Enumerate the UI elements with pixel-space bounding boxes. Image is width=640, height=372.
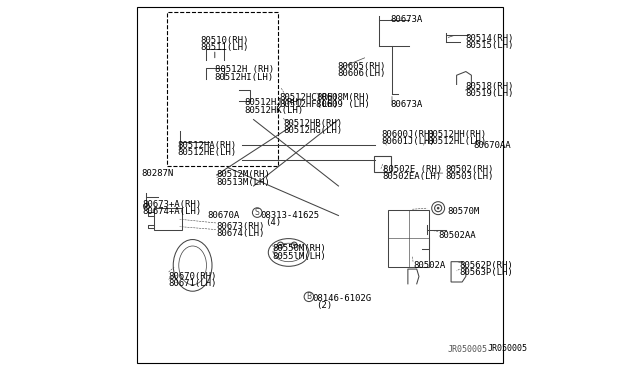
Text: 80674+A(LH): 80674+A(LH) [143, 207, 202, 217]
Text: 80600J(RH): 80600J(RH) [381, 130, 435, 139]
Text: JR050005: JR050005 [448, 345, 488, 354]
Text: 80502E (RH): 80502E (RH) [383, 165, 442, 174]
Text: 80502AA: 80502AA [438, 231, 476, 240]
Circle shape [280, 244, 282, 246]
Text: 80502EA(LH): 80502EA(LH) [383, 172, 442, 181]
Text: 80512HL(LH): 80512HL(LH) [427, 137, 486, 146]
Text: 80673A: 80673A [390, 15, 422, 24]
Text: 80673+A(RH): 80673+A(RH) [143, 200, 202, 209]
Text: 80519(LH): 80519(LH) [466, 89, 514, 98]
Text: 08313-41625: 08313-41625 [260, 211, 319, 220]
Text: 80515(LH): 80515(LH) [466, 41, 514, 50]
Text: 80609 (LH): 80609 (LH) [316, 100, 370, 109]
Text: 80673A: 80673A [390, 100, 422, 109]
Text: 80512HJ(RH): 80512HJ(RH) [244, 99, 303, 108]
Text: 80562P(RH): 80562P(RH) [460, 261, 513, 270]
Text: 80673(RH): 80673(RH) [216, 222, 264, 231]
Circle shape [145, 205, 148, 208]
Text: 80671(LH): 80671(LH) [168, 279, 217, 288]
Bar [154, 208, 182, 230]
Text: 80670AA: 80670AA [473, 141, 511, 150]
Text: 80287N: 80287N [141, 169, 173, 177]
Text: 80512HI(LH): 80512HI(LH) [215, 73, 274, 81]
Text: 80674(LH): 80674(LH) [216, 230, 264, 238]
Text: 80608M(RH): 80608M(RH) [316, 93, 370, 102]
Text: 80512H (RH): 80512H (RH) [215, 65, 274, 74]
Text: 80512HG(LH): 80512HG(LH) [283, 126, 342, 135]
Bar [167, 13, 278, 166]
Text: (2): (2) [316, 301, 332, 311]
Circle shape [437, 207, 440, 209]
Text: 80512HB(RH): 80512HB(RH) [283, 119, 342, 128]
Circle shape [293, 244, 295, 246]
Text: 80513M(LH): 80513M(LH) [216, 178, 270, 187]
Text: 80605(RH): 80605(RH) [338, 61, 386, 71]
Text: 80550M(RH): 80550M(RH) [272, 244, 326, 253]
Text: (4): (4) [266, 218, 282, 227]
Text: 80670(RH): 80670(RH) [168, 272, 217, 281]
Text: 80518(RH): 80518(RH) [466, 82, 514, 91]
Text: 80512HA(RH): 80512HA(RH) [178, 141, 237, 150]
Text: 80502A: 80502A [413, 261, 445, 270]
Text: 80512M(RH): 80512M(RH) [216, 170, 270, 179]
Text: 80502(RH): 80502(RH) [445, 165, 494, 174]
Text: 80503(LH): 80503(LH) [445, 172, 494, 181]
Bar [374, 155, 391, 172]
Text: 80512HC(RH): 80512HC(RH) [280, 93, 339, 102]
Text: 80512HE(LH): 80512HE(LH) [178, 148, 237, 157]
Text: 80601J(LH): 80601J(LH) [381, 137, 435, 146]
Text: 80563P(LH): 80563P(LH) [460, 268, 513, 277]
Text: 80511(LH): 80511(LH) [200, 43, 248, 52]
Text: 8055lM(LH): 8055lM(LH) [272, 251, 326, 261]
Bar [388, 210, 429, 267]
Text: 80512HF(LH): 80512HF(LH) [280, 100, 339, 109]
Text: 80510(RH): 80510(RH) [200, 36, 248, 45]
Text: 80512HK(LH): 80512HK(LH) [244, 106, 303, 115]
Text: 80606(LH): 80606(LH) [338, 69, 386, 78]
Text: 80512HH(RH): 80512HH(RH) [427, 130, 486, 139]
Text: 80670A: 80670A [207, 211, 239, 220]
Text: 08146-6102G: 08146-6102G [312, 294, 371, 303]
Text: 80570M: 80570M [447, 207, 479, 217]
Text: JR050005: JR050005 [488, 344, 528, 353]
Text: B: B [307, 292, 312, 301]
Text: S: S [255, 208, 260, 217]
Text: 80514(RH): 80514(RH) [466, 34, 514, 43]
